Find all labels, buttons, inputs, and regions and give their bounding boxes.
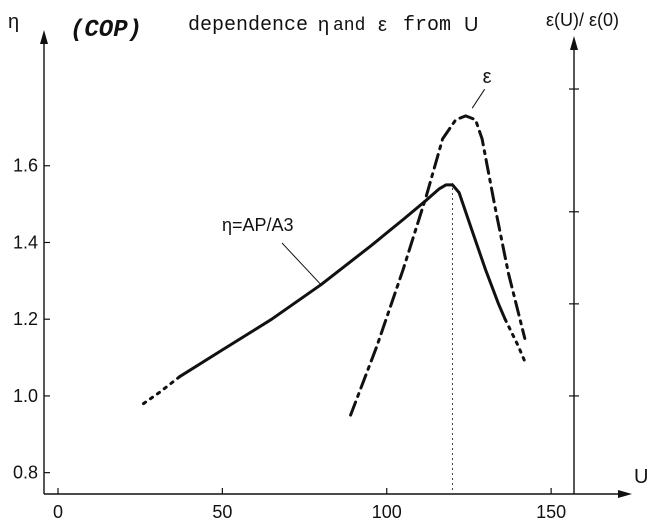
- y-axis-right-arrow: [570, 36, 578, 50]
- x-axis-arrow: [618, 490, 632, 498]
- x-tick-label: 0: [53, 502, 63, 522]
- axes: [40, 30, 632, 498]
- title-u: U: [464, 14, 478, 36]
- y-tick-label: 1.0: [13, 386, 38, 406]
- y-ticks: 0.8 1.0 1.2 1.4 1.6: [13, 156, 50, 483]
- x-tick-label: 50: [212, 502, 232, 522]
- title-cop: (COP): [70, 17, 142, 44]
- annotation-label: ε: [483, 66, 492, 88]
- title-eta: η: [318, 14, 329, 36]
- chart-title: (COP) dependence η and ε from U: [70, 14, 478, 44]
- x-tick-label: 100: [372, 502, 402, 522]
- x-ticks: 0 50 100 150: [53, 488, 566, 522]
- annotations: η=AP/A3 ε: [222, 66, 492, 286]
- series-line-ap-a3: [178, 183, 507, 379]
- y-tick-label: 1.2: [13, 309, 38, 329]
- x-axis-label: U: [634, 466, 648, 488]
- y2-ticks: [569, 88, 579, 397]
- title-and: and: [333, 16, 365, 36]
- annotation-label: η=AP/A3: [222, 215, 294, 235]
- y-tick-label: 1.6: [13, 156, 38, 176]
- y2-axis-label: ε(U)/ ε(0): [546, 10, 619, 30]
- title-dependence: dependence: [188, 14, 308, 37]
- title-from: from: [403, 14, 451, 37]
- y-axis-left-arrow: [40, 30, 48, 44]
- title-eps: ε: [378, 14, 387, 36]
- y-axis-label: η: [8, 11, 19, 33]
- y-tick-label: 0.8: [13, 463, 38, 483]
- series-layer: [142, 114, 527, 417]
- x-tick-label: 150: [536, 502, 566, 522]
- annotation-leader-line: [281, 242, 322, 286]
- annotation-leader-line: [471, 88, 486, 109]
- y-tick-label: 1.4: [13, 232, 38, 252]
- series-line-extension-high: [503, 317, 527, 363]
- series-line-: [349, 114, 527, 417]
- series-line-extension-low: [142, 375, 182, 406]
